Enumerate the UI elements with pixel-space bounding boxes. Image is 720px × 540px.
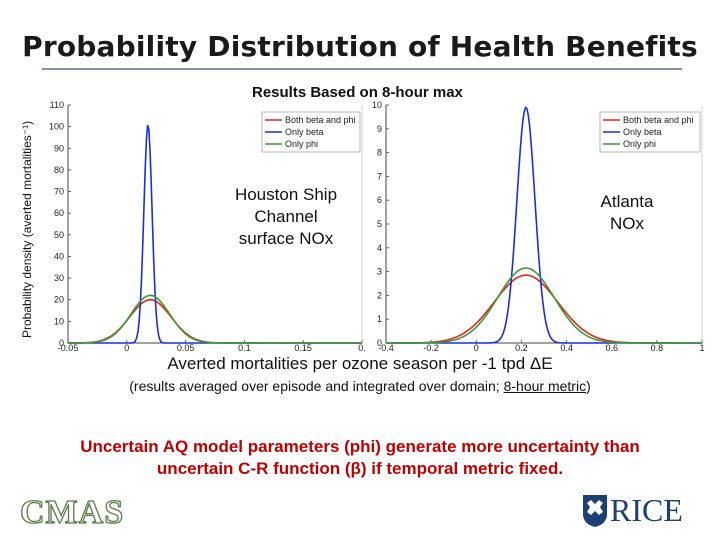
x-tick-label: 0. <box>358 343 366 353</box>
y-tick-label: 20 <box>54 295 64 305</box>
y-tick-label: 8 <box>377 148 382 158</box>
x-tick-label: -0.4 <box>378 343 394 353</box>
series-line <box>386 267 702 344</box>
x-tick-label: -0.2 <box>423 343 439 353</box>
y-tick-label: 10 <box>54 316 64 326</box>
series-line <box>68 294 362 344</box>
y-tick-label: 9 <box>377 124 382 134</box>
y-tick-label: 6 <box>377 195 382 205</box>
x-tick-label: 0.4 <box>560 343 573 353</box>
y-tick-label: 3 <box>377 267 382 277</box>
x-tick-label: 0.1 <box>238 343 251 353</box>
footnote-post: ) <box>586 378 591 394</box>
x-tick-label: -0.05 <box>58 343 79 353</box>
slide-title: Probability Distribution of Health Benef… <box>22 30 698 63</box>
legend-item-label: Only beta <box>623 127 662 137</box>
x-tick-label: 0.05 <box>177 343 195 353</box>
annotation-line: Channel <box>254 207 317 226</box>
y-tick-label: 0 <box>59 338 64 348</box>
y-tick-label: 7 <box>377 171 382 181</box>
y-tick-label: 80 <box>54 165 64 175</box>
legend-item-label: Only phi <box>285 139 318 149</box>
x-axis-label: Averted mortalities per ozone season per… <box>167 354 553 373</box>
conclusion-text: Uncertain AQ model parameters (phi) gene… <box>80 437 640 478</box>
y-tick-label: 60 <box>54 208 64 218</box>
rice-shield-icon <box>583 495 607 527</box>
annotation-line: surface NOx <box>239 229 334 248</box>
y-tick-label: 10 <box>372 100 382 110</box>
y-tick-label: 70 <box>54 187 64 197</box>
legend-item-label: Only beta <box>285 127 324 137</box>
x-tick-label: 0 <box>124 343 129 353</box>
y-tick-label: 40 <box>54 251 64 261</box>
footnote: (results averaged over episode and integ… <box>0 378 720 394</box>
y-tick-label: 5 <box>377 219 382 229</box>
legend-item-label: Both beta and phi <box>623 115 694 125</box>
y-tick-label: 100 <box>49 122 64 132</box>
annotation-line: Atlanta <box>601 192 654 211</box>
y-tick-label: 30 <box>54 273 64 283</box>
annotation-box <box>222 183 350 255</box>
y-tick-label: 0 <box>377 338 382 348</box>
annotation-line: Houston Ship <box>235 185 337 204</box>
title-divider <box>42 68 682 70</box>
legend-item-label: Both beta and phi <box>285 115 356 125</box>
footnote-underlined: 8-hour metric <box>503 378 587 394</box>
y-tick-label: 2 <box>377 290 382 300</box>
y-tick-label: 110 <box>50 100 64 110</box>
y-tick-label: 50 <box>54 230 64 240</box>
x-tick-label: 0.2 <box>515 343 528 353</box>
cmas-logo: CMAS <box>19 493 125 531</box>
x-tick-label: 1 <box>699 343 704 353</box>
y-tick-label: 90 <box>54 143 64 153</box>
footnote-pre: (results averaged over episode and integ… <box>129 378 504 394</box>
y-tick-label: 1 <box>377 314 382 324</box>
rice-logo: RICE <box>610 492 683 528</box>
x-tick-label: 0.8 <box>651 343 664 353</box>
x-tick-label: 0.15 <box>294 343 312 353</box>
legend-item-label: Only phi <box>623 139 656 149</box>
x-tick-label: 0.6 <box>605 343 618 353</box>
annotation-box <box>585 190 669 252</box>
x-tick-label: 0 <box>474 343 479 353</box>
atlanta-chart: 0 1 2 3 4 5 6 7 8 9 10 -0.4 -0.2 0 0.2 0.4 0.6 0.8 1 Both b… <box>372 100 705 353</box>
y-tick-label: 4 <box>377 243 382 253</box>
annotation-line: NOx <box>610 214 645 233</box>
chart-subtitle: Results Based on 8-hour max <box>252 84 463 101</box>
